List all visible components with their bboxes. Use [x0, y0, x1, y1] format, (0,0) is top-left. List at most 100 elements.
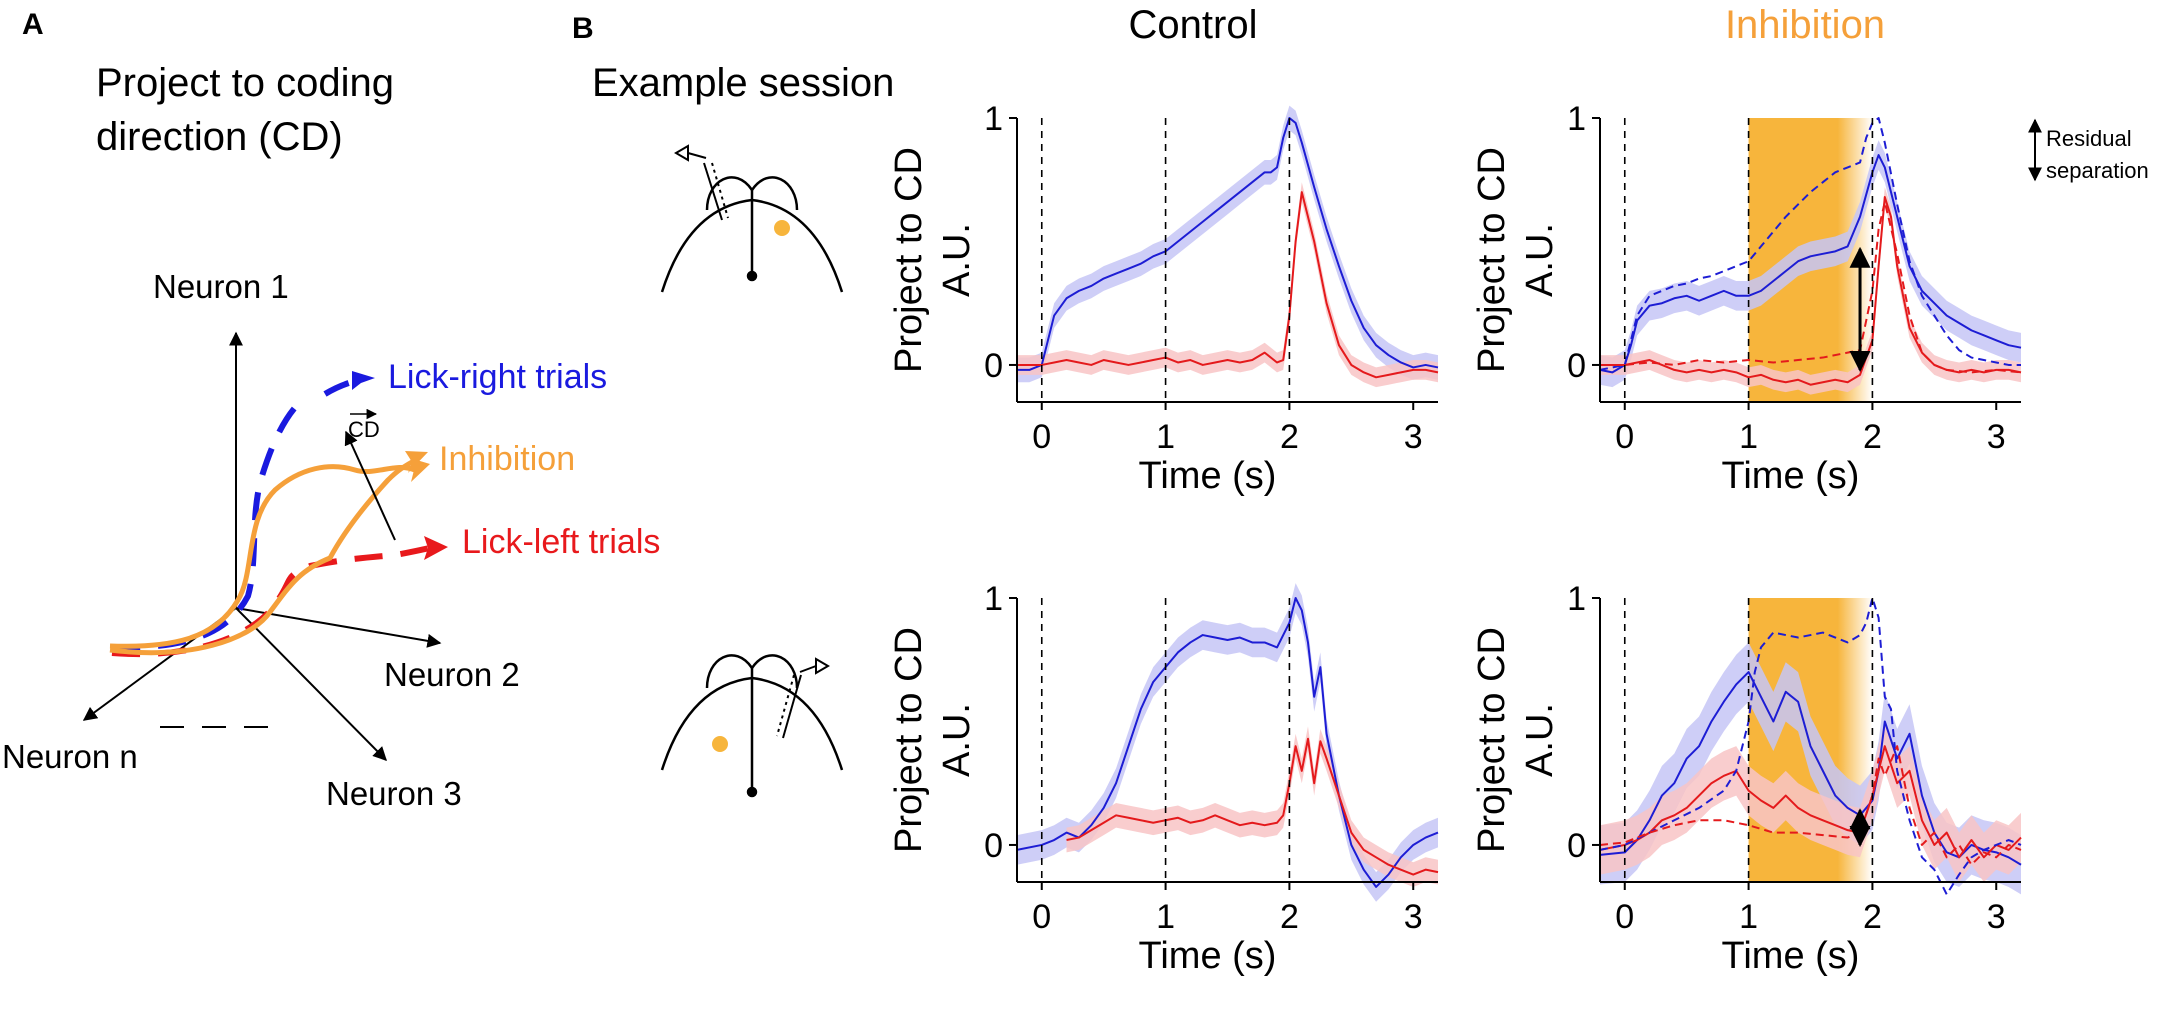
electrode-wire-top: [687, 152, 707, 159]
arrowhead-lick-right: [352, 371, 375, 390]
x-tick-label: 3: [1404, 898, 1423, 936]
x-tick-label: 2: [1280, 418, 1299, 456]
y-tick-label: 1: [984, 100, 1003, 138]
x-tick-label: 2: [1863, 898, 1882, 936]
lick-left-sem-band: [1600, 721, 2021, 882]
y-axis-label-line1: Project to CD: [1471, 147, 1513, 373]
label-lick-right-trials: Lick-right trials: [388, 358, 607, 396]
lick-left-control-ref-line: [1599, 745, 2022, 866]
x-tick-label: 1: [1156, 898, 1175, 936]
y-tick-label: 0: [1567, 347, 1586, 385]
x-tick-label: 3: [1987, 418, 2006, 456]
lick-right-control-ref-line: [1599, 597, 2022, 896]
label-neuron2: Neuron 2: [384, 656, 520, 693]
lick-right-line: [1599, 154, 2022, 374]
panel-a-title-line2: direction (CD): [96, 115, 343, 159]
trajectory-inhibition-lower: [109, 459, 414, 656]
lick-right-sem-band: [1600, 140, 2021, 388]
x-tick-label: 0: [1615, 898, 1634, 936]
label-cd: CD: [348, 417, 380, 442]
y-axis-label-line1: Project to CD: [888, 147, 930, 373]
brain-schematic-bottom: [660, 654, 844, 798]
brain-schematic-top: [660, 144, 844, 293]
cd-vector-arrow: [344, 430, 396, 541]
label-neuron3: Neuron 3: [326, 775, 462, 812]
y-axis-label-line2: A.U.: [1519, 703, 1561, 777]
x-tick-label: 3: [1987, 898, 2006, 936]
lick-left-sem-band: [1600, 187, 2021, 395]
electrode-bottom: [782, 674, 802, 739]
x-tick-label: 0: [1032, 898, 1051, 936]
trajectory-lick-left: [111, 545, 431, 657]
lick-right-line: [1017, 117, 1439, 371]
x-axis-label: Time (s): [1139, 455, 1277, 497]
col-title-inhibition: Inhibition: [1725, 3, 1885, 47]
x-tick-label: 1: [1156, 418, 1175, 456]
y-tick-label: 0: [984, 347, 1003, 385]
x-axis-label: Time (s): [1722, 935, 1860, 977]
electrode-connector-top: [674, 144, 689, 162]
brain-bregma-top: [746, 270, 758, 282]
x-tick-label: 1: [1739, 418, 1758, 456]
trajectory-lick-right-tip: [323, 379, 353, 397]
lick-left-sem-band: [1017, 182, 1438, 388]
y-axis-label-line1: Project to CD: [1471, 627, 1513, 853]
panel-b-letter: B: [572, 12, 594, 45]
x-tick-label: 3: [1404, 418, 1423, 456]
x-axis-label: Time (s): [1139, 935, 1277, 977]
legend-residual: Residual: [2046, 126, 2132, 151]
y-axis-label-line2: A.U.: [1519, 223, 1561, 297]
state-space-axes: [82, 331, 442, 761]
lick-right-line: [1016, 597, 1439, 888]
panel-a-title-line1: Project to coding: [96, 61, 394, 105]
arrowhead-inhibition-lower: [405, 451, 428, 473]
trajectory-lick-right: [111, 399, 303, 651]
example-session-label: Example session: [592, 61, 894, 105]
electrode-wire-bottom: [799, 665, 817, 673]
lick-right-sem-band: [1017, 105, 1438, 383]
panel-b: B Example session Control Inhibition Res…: [572, 3, 2149, 798]
electrode-top: [703, 162, 723, 221]
lick-left-sem-band: [1066, 726, 1438, 887]
col-title-control: Control: [1129, 3, 1258, 47]
x-axis-label: Time (s): [1722, 455, 1860, 497]
x-tick-label: 0: [1032, 418, 1051, 456]
label-neuron1: Neuron 1: [153, 268, 289, 305]
label-lick-left-trials: Lick-left trials: [462, 523, 660, 561]
lick-left-line: [1017, 191, 1439, 379]
y-tick-label: 0: [984, 827, 1003, 865]
axis-neuron3: [235, 607, 387, 761]
electrode-connector-bottom: [815, 657, 830, 675]
brain-bregma-bottom: [746, 786, 758, 798]
y-axis-label-line2: A.U.: [936, 703, 978, 777]
panel-a: A Project to coding direction (CD) Neuro…: [2, 8, 660, 812]
lick-right-line: [1599, 671, 2022, 866]
y-tick-label: 0: [1567, 827, 1586, 865]
x-tick-label: 0: [1615, 418, 1634, 456]
label-neuron-n: Neuron n: [2, 738, 138, 775]
lick-right-control-ref-line: [1599, 117, 2021, 371]
y-tick-label: 1: [984, 580, 1003, 618]
electrode-sites-top: [711, 162, 729, 219]
x-tick-label: 1: [1739, 898, 1758, 936]
x-tick-label: 2: [1280, 898, 1299, 936]
panel-a-letter: A: [22, 8, 44, 41]
legend-separation: separation: [2046, 158, 2149, 183]
lick-right-sem-band: [1600, 642, 2021, 895]
lick-left-line: [1599, 745, 2022, 859]
y-tick-label: 1: [1567, 100, 1586, 138]
label-inhibition-trajectory: Inhibition: [439, 440, 575, 478]
x-tick-label: 2: [1863, 418, 1882, 456]
lick-left-line: [1066, 737, 1439, 876]
y-axis-label-line1: Project to CD: [888, 627, 930, 853]
y-tick-label: 1: [1567, 580, 1586, 618]
arrowhead-lick-left: [424, 536, 448, 560]
y-axis-label-line2: A.U.: [936, 223, 978, 297]
laser-spot-top: [774, 220, 790, 236]
laser-spot-bottom: [712, 736, 728, 752]
